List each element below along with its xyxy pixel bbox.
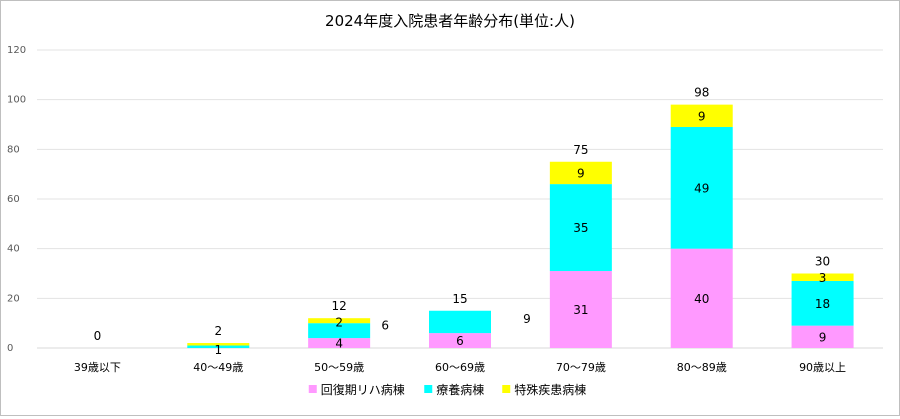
bar-segment (670, 248, 733, 348)
chart-title: 2024年度入院患者年齢分布(単位:人) (325, 12, 575, 30)
y-tick-label: 60 (7, 194, 20, 205)
data-label: 9 (523, 312, 531, 326)
y-tick-label: 20 (7, 293, 20, 304)
y-tick-label: 0 (7, 343, 13, 354)
legend-swatch (308, 385, 317, 393)
data-label: 2 (335, 316, 343, 330)
data-label: 9 (819, 330, 827, 344)
bar-segment (791, 325, 854, 348)
data-label: 6 (381, 319, 389, 333)
data-label: 35 (573, 221, 588, 235)
y-tick-label: 120 (7, 45, 26, 56)
legend-swatch (424, 385, 433, 393)
x-tick-label: 70〜79歳 (556, 361, 606, 374)
bar-segment (308, 323, 371, 339)
x-tick-label: 50〜59歳 (314, 361, 364, 374)
bar-segment (429, 310, 491, 334)
legend-label: 回復期リハ病棟 (321, 382, 405, 397)
legend-item: 回復期リハ病棟 (308, 382, 405, 397)
legend-item: 特殊疾患病棟 (502, 382, 586, 397)
x-tick-label: 80〜89歳 (677, 361, 727, 374)
total-label: 0 (94, 329, 102, 343)
x-tick-label: 90歳以上 (799, 361, 846, 374)
data-label: 3 (819, 271, 827, 285)
data-label: 9 (698, 109, 706, 123)
bar-segment (549, 184, 612, 272)
legend-item: 療養病棟 (424, 382, 484, 397)
total-label: 75 (573, 143, 588, 157)
data-label: 6 (456, 334, 464, 348)
data-label: 9 (577, 166, 585, 180)
bar-segment (187, 343, 250, 346)
bar-segment (549, 161, 612, 185)
y-tick-label: 80 (7, 144, 20, 155)
x-tick-label: 60〜69歳 (435, 361, 485, 374)
legend: 回復期リハ病棟 療養病棟 特殊疾患病棟 (308, 382, 586, 397)
total-label: 2 (214, 324, 222, 338)
legend-label: 特殊疾患病棟 (514, 382, 586, 397)
x-axis-ticks: 39歳以下 40〜49歳 50〜59歳 60〜69歳 70〜79歳 80〜89歳 90歳以上 (74, 361, 846, 374)
bar-segment (670, 126, 733, 249)
bar-segment (791, 280, 854, 326)
x-tick-label: 40〜49歳 (193, 361, 243, 374)
total-label: 30 (815, 255, 830, 269)
data-label: 40 (694, 292, 709, 306)
y-axis-ticks: 0 20 40 60 80 100 120 (7, 45, 26, 354)
total-label: 98 (694, 86, 709, 100)
bar-segment (308, 318, 371, 324)
legend-swatch (502, 385, 511, 393)
bar-segment (670, 104, 733, 127)
bar-segment (791, 273, 854, 281)
data-label: 18 (815, 297, 830, 311)
bar-segment (429, 333, 491, 348)
bar-segment (549, 271, 612, 348)
bar-segment (187, 345, 250, 348)
gridlines (37, 49, 883, 349)
total-label: 15 (452, 292, 467, 306)
data-label: 4 (335, 337, 343, 351)
y-tick-label: 100 (7, 95, 26, 106)
y-tick-label: 40 (7, 244, 20, 255)
data-label: 1 (214, 343, 222, 357)
total-label: 12 (332, 299, 347, 313)
data-label: 31 (573, 303, 588, 317)
legend-label: 療養病棟 (436, 382, 484, 397)
x-tick-label: 39歳以下 (74, 361, 121, 374)
data-label: 49 (694, 181, 709, 195)
bars (187, 104, 854, 348)
bar-segment (308, 338, 371, 348)
